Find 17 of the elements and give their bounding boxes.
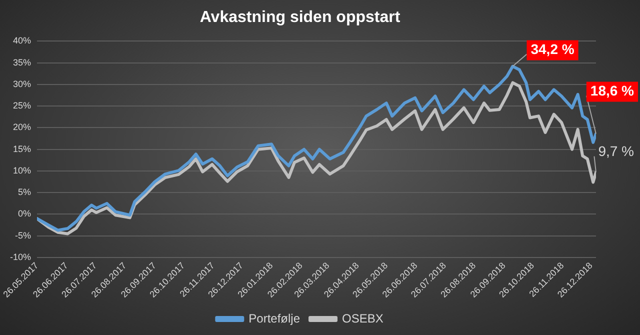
y-tick-label: 15% [12,144,32,154]
y-tick-label: 25% [12,100,32,111]
annotation: 9,7 % [598,143,634,160]
y-tick-label: 40% [12,36,32,46]
legend-label: Portefølje [248,311,300,326]
annotation: 34,2 % [530,41,575,58]
legend-label: OSEBX [342,311,384,326]
y-tick-label: -5% [14,230,32,240]
y-tick-label: 10% [12,165,32,176]
y-tick-label: 35% [12,57,32,68]
y-tick-label: 20% [12,122,32,132]
y-tick-label: 30% [12,78,32,89]
annotation: 18,6 % [590,82,635,99]
y-tick-label: 5% [18,187,32,198]
y-tick-label: 0% [18,208,32,219]
chart-title: Avkastning siden oppstart [200,9,401,26]
y-tick-label: -10% [10,252,32,262]
